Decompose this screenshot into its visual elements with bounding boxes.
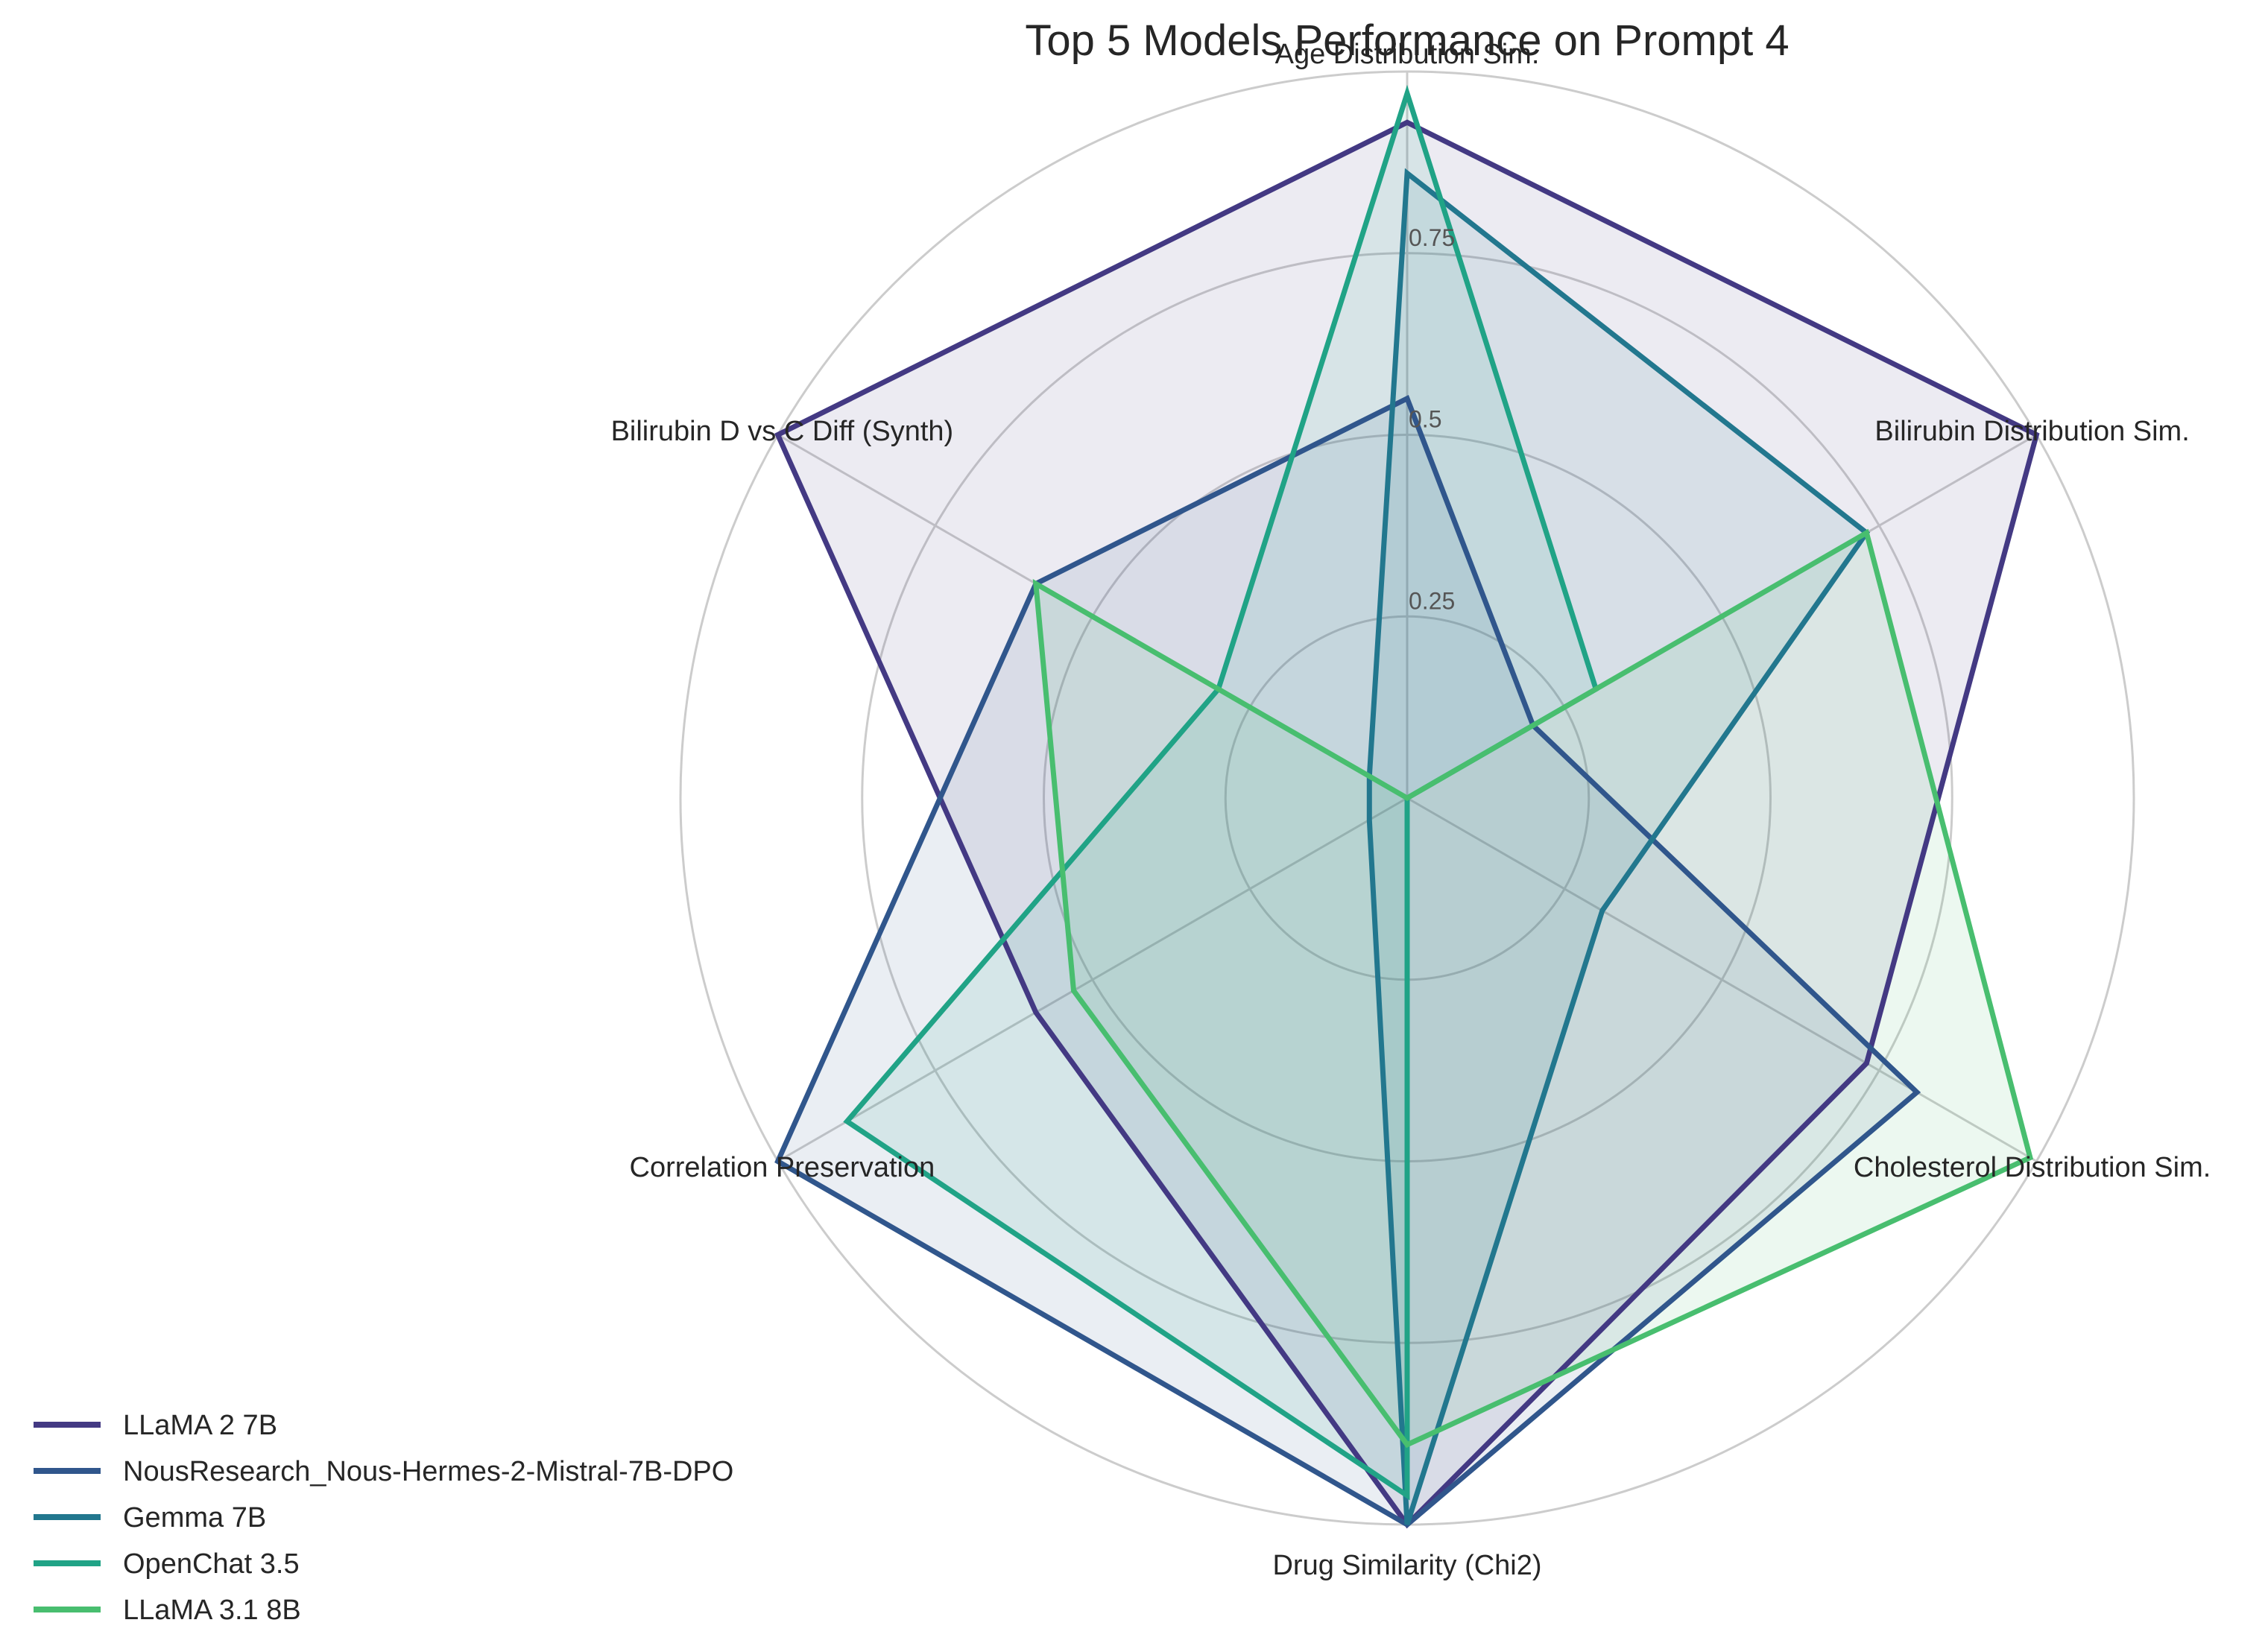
axis-label-correlation-preservation: Correlation Preservation: [630, 1152, 935, 1183]
legend-item-nousresearch-nous-hermes-2-mistral-7b-dpo: NousResearch_Nous-Hermes-2-Mistral-7B-DP…: [34, 1456, 733, 1487]
axis-label-age-distribution-sim: Age Distribution Sim.: [1275, 39, 1540, 70]
axis-label-drug-similarity-chi2: Drug Similarity (Chi2): [1272, 1550, 1541, 1581]
legend-label: LLaMA 2 7B: [123, 1410, 277, 1441]
legend-item-gemma-7b: Gemma 7B: [34, 1502, 266, 1534]
radial-tick-label: 0.5: [1409, 406, 1441, 433]
legend-label: NousResearch_Nous-Hermes-2-Mistral-7B-DP…: [123, 1456, 733, 1487]
series-line-llama-3-1-8b: [1032, 528, 2034, 1449]
radial-tick-label: 0.25: [1409, 587, 1455, 614]
series-fill-gemma-7b: [1369, 173, 1867, 1525]
chart-title: Top 5 Models Performance on Prompt 4: [1025, 16, 1789, 65]
series-fill-nousresearch-nous-hermes-2-mistral-7b-dpo: [777, 398, 1917, 1525]
axis-label-bilirubin-d-vs-c-diff-synth: Bilirubin D vs C Diff (Synth): [611, 416, 954, 447]
legend-item-llama-3-1-8b: LLaMA 3.1 8B: [34, 1595, 301, 1626]
series-lines: [774, 84, 2040, 1529]
legend-label: OpenChat 3.5: [123, 1548, 300, 1580]
series-fill-llama-3-1-8b: [1035, 533, 2030, 1445]
axis-labels: Age Distribution Sim. Bilirubin Distribut…: [611, 39, 2211, 1581]
legend: LLaMA 2 7B NousResearch_Nous-Hermes-2-Mis…: [34, 1410, 733, 1626]
grid-spoke-3: [1406, 797, 2038, 1162]
legend-item-openchat-3-5: OpenChat 3.5: [34, 1548, 300, 1580]
legend-label: Gemma 7B: [123, 1502, 266, 1534]
legend-label: LLaMA 3.1 8B: [123, 1595, 301, 1626]
axis-label-cholesterol-distribution-sim: Cholesterol Distribution Sim.: [1854, 1152, 2211, 1183]
grid-spoke-5: [777, 797, 1408, 1162]
radial-tick-label: 0.75: [1409, 224, 1455, 251]
axis-label-bilirubin-distribution-sim: Bilirubin Distribution Sim.: [1874, 416, 2189, 447]
radial-tick-labels: 0.25 0.5 0.75: [1409, 224, 1455, 615]
series-fill-openchat-3-5: [847, 93, 1596, 1496]
legend-item-llama-2-7b: LLaMA 2 7B: [34, 1410, 277, 1441]
